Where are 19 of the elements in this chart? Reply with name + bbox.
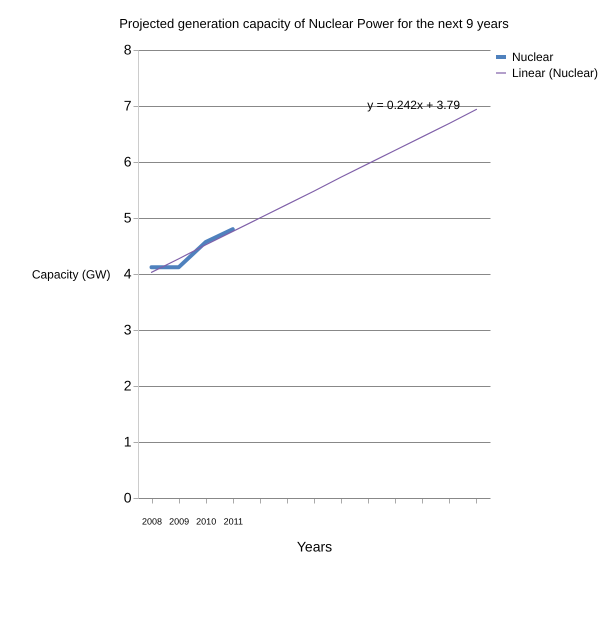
y-tick-label: 2 [124, 378, 132, 394]
y-tick-label: 7 [124, 98, 132, 114]
x-tick-label: 2010 [196, 516, 216, 526]
y-tick-label: 3 [124, 322, 132, 338]
y-tick-label: 0 [124, 490, 132, 506]
x-tick-label: 2011 [224, 516, 243, 526]
y-tick-label: 4 [124, 266, 132, 282]
legend-label: Linear (Nuclear) [512, 66, 598, 80]
x-axis-title: Years [296, 538, 332, 554]
y-axis-title: Capacity (GW) [32, 268, 110, 282]
y-tick-label: 1 [124, 434, 132, 450]
chart-title: Projected generation capacity of Nuclear Power for the next 9 years [119, 16, 510, 31]
annotation: y = 0.242x + 3.79 [367, 98, 460, 112]
y-tick-label: 8 [124, 42, 132, 58]
x-tick-label: 2008 [142, 516, 162, 526]
legend-label: Nuclear [512, 50, 554, 64]
y-tick-label: 5 [124, 210, 132, 226]
y-tick-label: 6 [124, 154, 132, 170]
x-tick-label: 2009 [169, 516, 190, 526]
